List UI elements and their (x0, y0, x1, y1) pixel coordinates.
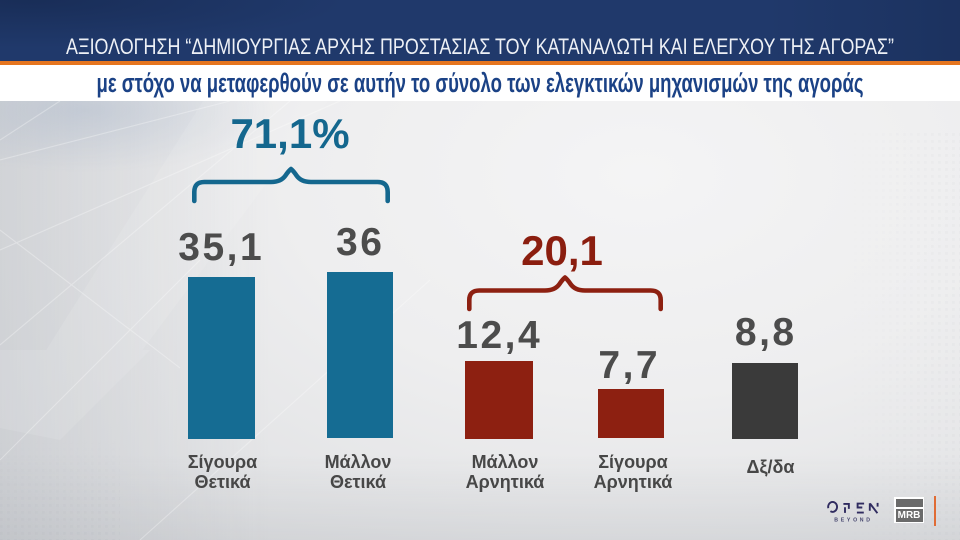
svg-text:BEYOND: BEYOND (834, 518, 872, 524)
